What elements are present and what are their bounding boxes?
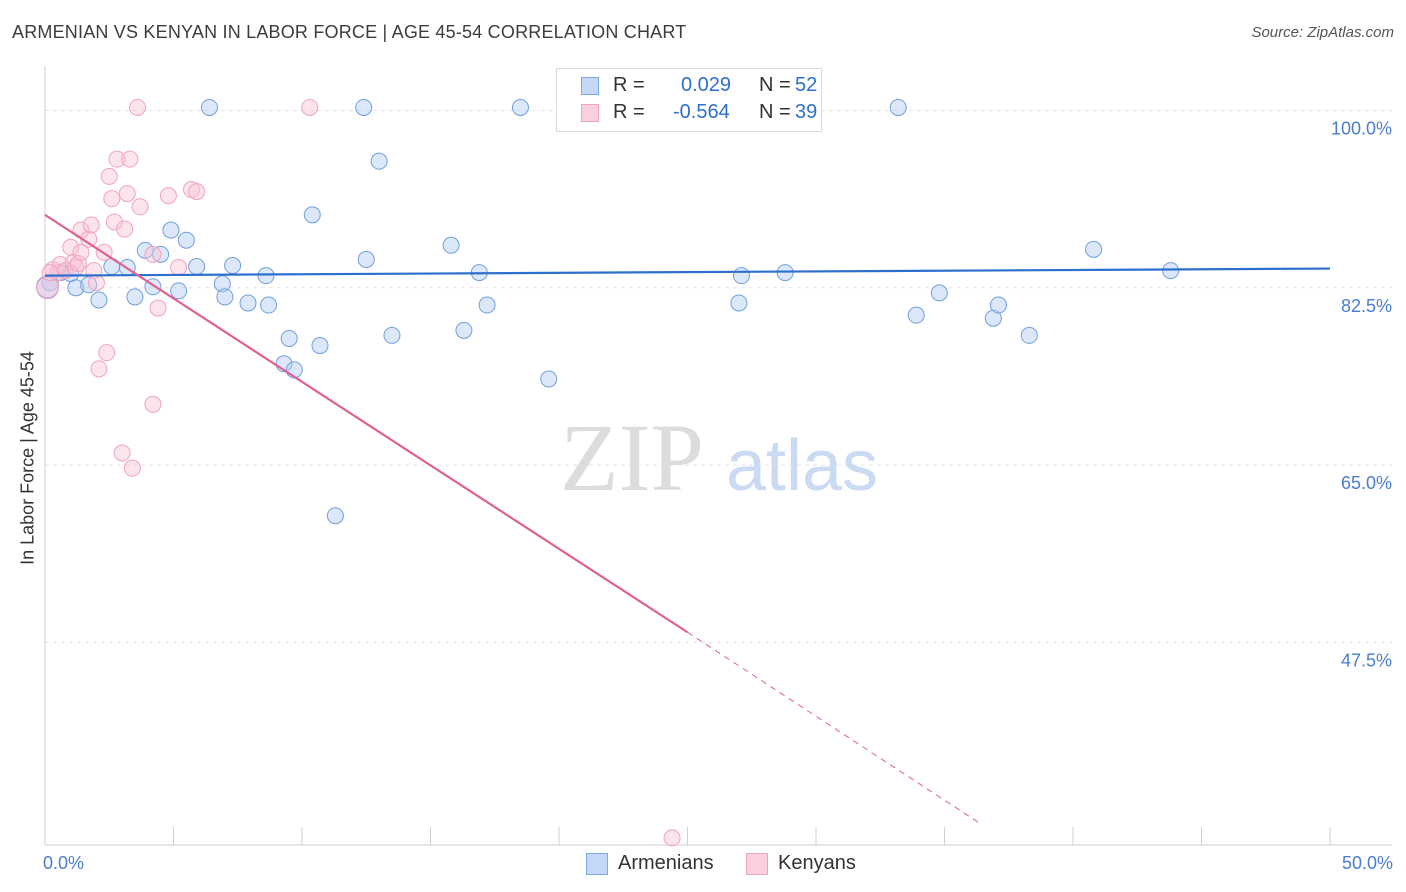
x-tick-label-min: 0.0% xyxy=(43,853,84,873)
kenyan-point xyxy=(100,167,118,185)
armenian-point xyxy=(907,306,925,324)
kenyan-point xyxy=(90,360,108,378)
armenian-point xyxy=(126,288,144,306)
armenians-trend-line xyxy=(44,267,1331,277)
armenian-point xyxy=(442,236,460,254)
armenians-n-value: 52 xyxy=(795,74,818,96)
stats-legend: R = 0.029 N = 52 R = -0.564 N = 39 xyxy=(556,68,822,132)
kenyans-trend-extension xyxy=(687,631,981,825)
y-tick-label: 65.0% xyxy=(1341,473,1392,493)
x-tick-label-max: 50.0% xyxy=(1342,853,1393,873)
armenian-point xyxy=(1020,326,1038,344)
kenyans-legend-label: Kenyans xyxy=(778,852,856,874)
kenyans-n-label: N = xyxy=(759,101,791,123)
source-label: Source: ZipAtlas.com xyxy=(1251,24,1394,41)
watermark-zip: ZIP xyxy=(560,404,704,511)
tick-labels: 100.0% 82.5% 65.0% 47.5% 0.0% 50.0% xyxy=(43,119,1393,873)
armenian-point xyxy=(200,98,218,116)
armenian-point xyxy=(224,257,242,275)
armenian-point xyxy=(177,231,195,249)
kenyan-point xyxy=(663,829,681,847)
kenyan-point xyxy=(144,245,162,263)
axes xyxy=(44,66,1392,846)
y-tick-label: 100.0% xyxy=(1331,119,1392,139)
armenian-point xyxy=(326,507,344,525)
y-axis-label: In Labor Force | Age 45-54 xyxy=(17,351,38,565)
armenians-swatch xyxy=(581,77,599,95)
kenyan-point xyxy=(131,198,149,216)
kenyan-point xyxy=(72,243,90,261)
kenyan-point xyxy=(98,344,116,362)
armenian-point xyxy=(889,98,907,116)
armenian-point xyxy=(67,279,85,297)
kenyan-point xyxy=(121,150,139,168)
kenyan-point xyxy=(301,98,319,116)
armenians-r-label: R = xyxy=(613,74,645,96)
kenyan-point xyxy=(87,274,105,292)
armenian-point xyxy=(383,326,401,344)
armenian-point xyxy=(984,309,1002,327)
armenians-n-label: N = xyxy=(759,74,791,96)
armenian-point xyxy=(170,282,188,300)
armenian-point xyxy=(478,296,496,314)
kenyan-point xyxy=(159,187,177,205)
armenian-point xyxy=(260,296,278,314)
armenian-point xyxy=(511,98,529,116)
kenyans-r-label: R = xyxy=(613,101,645,123)
armenian-point xyxy=(455,321,473,339)
kenyan-point xyxy=(149,299,167,317)
armenian-point xyxy=(732,267,750,285)
armenian-point xyxy=(162,221,180,239)
armenian-point xyxy=(1085,240,1103,258)
armenians-legend-label: Armenians xyxy=(618,852,714,874)
kenyan-point xyxy=(170,259,188,277)
armenian-point xyxy=(280,329,298,347)
armenian-point xyxy=(355,98,373,116)
armenian-point xyxy=(370,152,388,170)
kenyan-point xyxy=(105,213,123,231)
armenian-point xyxy=(540,370,558,388)
kenyan-point xyxy=(103,190,121,208)
kenyan-point xyxy=(82,216,100,234)
armenian-point xyxy=(357,250,375,268)
kenyan-point xyxy=(41,264,59,282)
kenyans-legend-swatch xyxy=(746,853,768,875)
armenian-point xyxy=(930,284,948,302)
armenian-point xyxy=(257,267,275,285)
armenian-point xyxy=(285,361,303,379)
armenian-point xyxy=(311,337,329,355)
kenyans-r-value: -0.564 xyxy=(673,101,730,123)
kenyans-trend-line xyxy=(44,213,689,634)
armenian-point xyxy=(1162,262,1180,280)
grid-lines xyxy=(45,110,1392,643)
kenyans-n-value: 39 xyxy=(795,101,818,123)
kenyan-point xyxy=(188,183,206,201)
y-tick-label: 47.5% xyxy=(1341,650,1392,670)
kenyans-swatch xyxy=(581,104,599,122)
armenian-point xyxy=(90,291,108,309)
armenian-point xyxy=(216,288,234,306)
armenian-point xyxy=(730,294,748,312)
armenian-point xyxy=(188,258,206,276)
chart-title: ARMENIAN VS KENYAN IN LABOR FORCE | AGE … xyxy=(12,22,687,42)
kenyan-point xyxy=(108,150,126,168)
kenyan-point xyxy=(144,395,162,413)
kenyan-point xyxy=(118,185,136,203)
kenyan-point xyxy=(129,98,147,116)
armenians-r-value: 0.029 xyxy=(681,74,732,96)
armenian-point xyxy=(303,206,321,224)
watermark: ZIP atlas xyxy=(560,404,878,511)
armenian-point xyxy=(239,294,257,312)
kenyan-point xyxy=(116,220,134,238)
trend-lines xyxy=(44,213,1331,825)
y-tick-label: 82.5% xyxy=(1341,296,1392,316)
watermark-atlas: atlas xyxy=(726,426,878,506)
armenian-point xyxy=(989,296,1007,314)
kenyan-point xyxy=(69,254,87,272)
kenyan-point xyxy=(113,444,131,462)
kenyan-point xyxy=(123,459,141,477)
kenyan-point xyxy=(36,276,60,300)
armenians-legend-swatch xyxy=(586,853,608,875)
